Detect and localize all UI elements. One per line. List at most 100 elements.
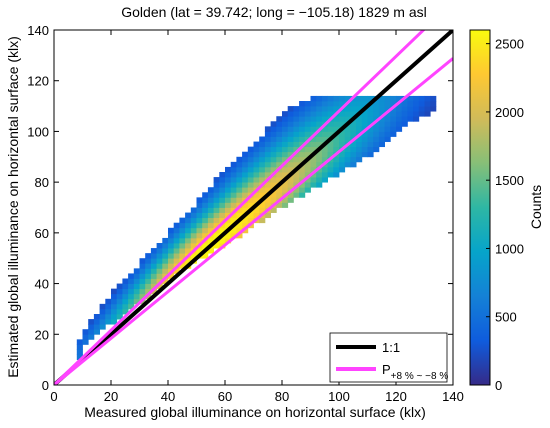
heatmap-cell	[111, 303, 118, 310]
heatmap-cell	[242, 187, 249, 193]
heatmap-cell	[213, 187, 220, 193]
heatmap-cell	[202, 227, 209, 234]
heatmap-cell	[339, 136, 346, 142]
heatmap-cell	[293, 151, 300, 158]
heatmap-cell	[310, 172, 317, 178]
heatmap-cell	[168, 258, 175, 264]
heatmap-cell	[299, 111, 306, 117]
heatmap-cell	[128, 278, 135, 284]
heatmap-cell	[173, 268, 180, 274]
heatmap-cell	[236, 197, 243, 203]
heatmap-cell	[253, 182, 260, 188]
heatmap-cell	[219, 192, 226, 198]
legend-label-1to1: 1:1	[382, 340, 400, 355]
heatmap-cell	[168, 243, 175, 249]
y-tick-label: 100	[27, 124, 49, 139]
heatmap-cell	[253, 192, 260, 198]
heatmap-cell	[350, 131, 357, 137]
heatmap-cell	[116, 288, 123, 295]
heatmap-cell	[173, 258, 180, 264]
heatmap-cell	[333, 172, 340, 178]
heatmap-cell	[418, 106, 425, 112]
heatmap-cell	[207, 222, 214, 229]
heatmap-cell	[99, 324, 106, 330]
y-tick-label: 80	[35, 175, 49, 190]
heatmap-cell	[282, 172, 289, 178]
heatmap-cell	[350, 146, 357, 153]
heatmap-cell	[339, 141, 346, 148]
heatmap-cell	[230, 232, 237, 239]
heatmap-cell	[202, 243, 209, 249]
heatmap-cell	[247, 182, 254, 188]
heatmap-cell	[225, 222, 232, 229]
x-tick-label: 40	[161, 389, 175, 404]
heatmap-cell	[270, 156, 277, 163]
heatmap-cell	[93, 319, 100, 325]
colorbar-ticks: 0 500 1000 1500 2000 2500	[486, 37, 524, 393]
heatmap-cell	[339, 121, 346, 127]
heatmap-cell	[378, 106, 385, 112]
heatmap-cell	[150, 253, 157, 259]
heatmap-cell	[373, 136, 380, 142]
heatmap-cell	[264, 161, 271, 168]
heatmap-cell	[418, 95, 425, 102]
heatmap-cell	[390, 95, 397, 102]
heatmap-cell	[219, 222, 226, 229]
heatmap-cell	[333, 126, 340, 132]
heatmap-cell	[276, 121, 283, 127]
heatmap-cell	[276, 126, 283, 132]
heatmap-cell	[401, 101, 408, 107]
heatmap-cell	[316, 101, 323, 107]
heatmap-cell	[321, 172, 328, 178]
heatmap-cell	[350, 141, 357, 148]
heatmap-cell	[287, 146, 294, 153]
heatmap-cell	[253, 212, 260, 219]
heatmap-cell	[213, 177, 220, 183]
heatmap-cell	[367, 141, 374, 148]
heatmap-cell	[225, 177, 232, 183]
heatmap-cell	[179, 263, 186, 269]
x-tick-label: 120	[385, 389, 407, 404]
heatmap-cell	[373, 121, 380, 127]
heatmap-cell	[105, 303, 112, 310]
heatmap-cell	[173, 222, 180, 229]
x-tick-label: 140	[442, 389, 464, 404]
heatmap-cell	[282, 126, 289, 132]
heatmap-cell	[350, 161, 357, 168]
colorbar-tick-label: 1000	[495, 241, 524, 256]
line-1to1	[54, 30, 453, 385]
heatmap-cell	[384, 111, 391, 117]
y-tick-label: 0	[42, 378, 49, 393]
heatmap-cell	[356, 136, 363, 142]
heatmap-cell	[316, 156, 323, 163]
heatmap-cell	[367, 106, 374, 112]
heatmap-cell	[396, 116, 403, 122]
heatmap-cell	[384, 106, 391, 112]
heatmap-cell	[259, 187, 266, 193]
heatmap-cell	[350, 111, 357, 117]
heatmap-cell	[333, 146, 340, 153]
heatmap-cell	[264, 146, 271, 153]
heatmap-cell	[270, 182, 277, 188]
heatmap-cell	[293, 161, 300, 168]
heatmap-cell	[276, 131, 283, 137]
heatmap-cell	[196, 248, 203, 254]
heatmap-cell	[424, 95, 431, 102]
heatmap-cell	[162, 278, 169, 284]
y-axis-label: Estimated global illuminance on horizont…	[5, 36, 21, 378]
heatmap-cell	[384, 126, 391, 132]
x-axis: 0 20 40 60 80 100 120 140	[50, 30, 464, 404]
heatmap-cell	[321, 101, 328, 107]
heatmap-cell	[396, 121, 403, 127]
heatmap-cell	[299, 141, 306, 148]
heatmap-cell	[424, 101, 431, 107]
heatmap-cell	[185, 222, 192, 229]
heatmap-cell	[185, 258, 192, 264]
colorbar-tick-label: 0	[495, 378, 502, 393]
heatmap-cell	[242, 192, 249, 198]
heatmap-cell	[202, 192, 209, 198]
heatmap-cell	[327, 146, 334, 153]
heatmap-cell	[304, 166, 311, 173]
heatmap-cell	[316, 131, 323, 137]
y-axis: 0 20 40 60 80 100 120 140	[27, 23, 453, 393]
